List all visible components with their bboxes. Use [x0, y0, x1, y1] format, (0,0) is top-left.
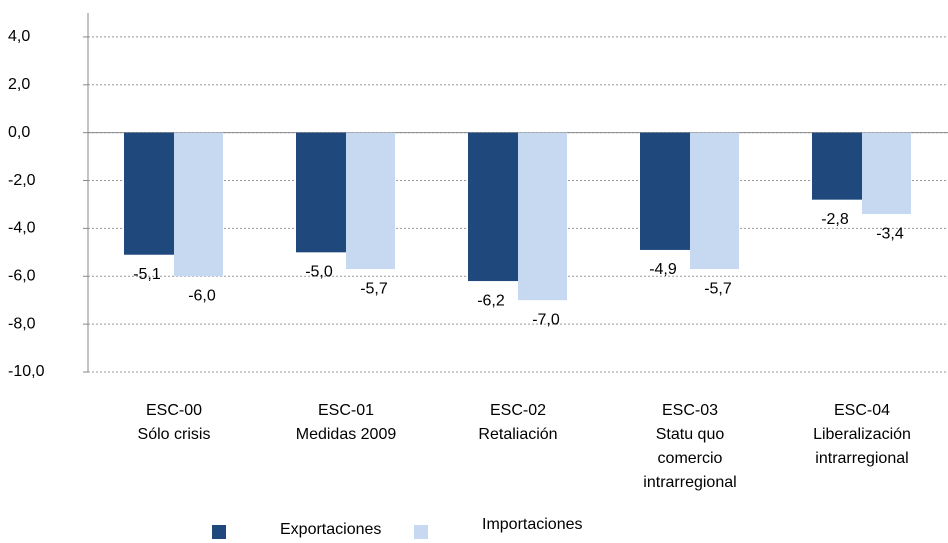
value-label: -5,7	[360, 280, 388, 297]
y-tick-label: -10,0	[8, 363, 45, 380]
bar	[518, 132, 567, 301]
bar	[468, 132, 518, 282]
y-tick-label: -2,0	[8, 172, 36, 189]
legend-label: Exportaciones	[280, 521, 381, 538]
x-tick-label: ESC-02 Retaliación	[478, 402, 557, 443]
bar	[124, 132, 174, 255]
bar	[346, 132, 395, 270]
value-label: -6,2	[477, 292, 505, 309]
bar	[812, 132, 862, 200]
bar	[862, 132, 911, 215]
value-label: -6,0	[188, 287, 216, 304]
legend-label: Importaciones	[482, 516, 583, 533]
bar	[690, 132, 739, 270]
value-label: -4,9	[649, 261, 677, 278]
value-label: -5,0	[305, 264, 333, 281]
y-tick-label: 4,0	[8, 28, 30, 45]
x-tick-label: ESC-04 Liberalización intrarregional	[813, 402, 911, 467]
x-tick-label: ESC-00 Sólo crisis	[138, 402, 211, 443]
value-label: -5,1	[133, 266, 161, 283]
value-label: -5,7	[704, 280, 732, 297]
y-tick-label: 0,0	[8, 124, 30, 141]
y-tick-label: -4,0	[8, 220, 36, 237]
y-tick-label: -6,0	[8, 267, 36, 284]
y-tick-label: 2,0	[8, 76, 30, 93]
bar	[640, 132, 690, 250]
legend-swatch	[414, 525, 428, 539]
bar	[174, 132, 223, 277]
y-tick-label: -8,0	[8, 315, 36, 332]
value-label: -3,4	[876, 225, 904, 242]
x-tick-label: ESC-01 Medidas 2009	[296, 402, 397, 443]
value-label: -7,0	[532, 311, 560, 328]
bar	[296, 132, 346, 253]
value-label: -2,8	[821, 211, 849, 228]
legend-swatch	[212, 525, 226, 539]
x-tick-label: ESC-03 Statu quo comercio intrarregional	[643, 402, 736, 491]
